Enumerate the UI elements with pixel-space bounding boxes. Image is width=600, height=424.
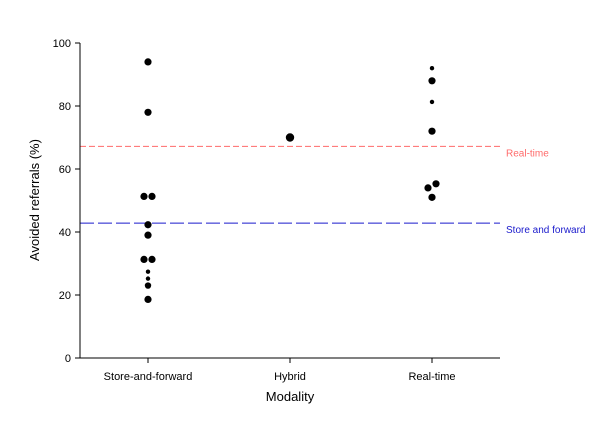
data-point xyxy=(140,255,148,264)
axes: 0 20 40 60 80 100 Store-and-forward Hybrid Real… xyxy=(53,38,500,383)
x-tick-label: Real-time xyxy=(408,371,455,383)
x-ticks: Store-and-forward Hybrid Real-time xyxy=(104,358,456,383)
reference-line-label: Store and forward xyxy=(506,225,586,236)
y-tick-label: 40 xyxy=(59,227,71,239)
y-tick-label: 80 xyxy=(59,101,71,113)
x-tick-label: Store-and-forward xyxy=(104,371,193,383)
reference-line-label: Real-time xyxy=(506,148,549,159)
y-tick-label: 20 xyxy=(59,290,71,302)
data-points xyxy=(140,58,440,304)
y-ticks: 0 20 40 60 80 100 xyxy=(53,38,80,365)
data-point xyxy=(428,193,436,201)
data-point xyxy=(144,58,152,66)
data-point xyxy=(148,255,156,264)
data-point xyxy=(424,184,432,192)
data-point xyxy=(144,295,152,304)
data-point xyxy=(429,99,435,105)
y-tick-label: 60 xyxy=(59,164,71,176)
data-point xyxy=(145,269,151,274)
reference-lines: Real-time Store and forward xyxy=(80,145,586,236)
data-point xyxy=(429,66,435,71)
data-point xyxy=(144,231,152,239)
y-tick-label: 100 xyxy=(53,38,71,50)
data-point xyxy=(145,276,151,281)
data-point xyxy=(144,108,152,116)
data-point xyxy=(428,127,436,135)
data-point xyxy=(144,221,152,229)
data-point xyxy=(428,77,436,85)
x-axis-title: Modality xyxy=(266,389,315,404)
data-point xyxy=(285,133,295,142)
data-point xyxy=(140,192,148,201)
data-point xyxy=(148,192,156,201)
y-tick-label: 0 xyxy=(65,353,71,365)
y-axis-title: Avoided referrals (%) xyxy=(27,139,42,261)
data-point xyxy=(432,180,440,188)
x-tick-label: Hybrid xyxy=(274,371,306,383)
data-point xyxy=(144,282,152,289)
